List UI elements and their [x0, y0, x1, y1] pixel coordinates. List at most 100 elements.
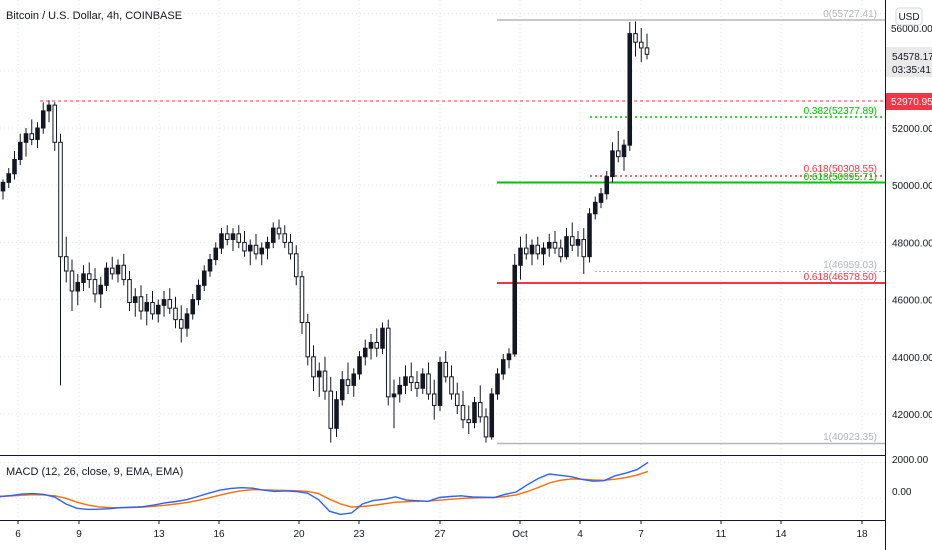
- candle: [6, 168, 12, 189]
- candle: [92, 268, 98, 303]
- candle: [397, 376, 403, 403]
- candle: [305, 313, 311, 366]
- chart-title: Bitcoin / U.S. Dollar, 4h, COINBASE: [6, 10, 182, 22]
- fib-label-618-upper: 0.618(50308.55): [804, 164, 877, 175]
- candle: [311, 345, 316, 392]
- price-axis[interactable]: 42000.00 44000.00 46000.00 48000.00 50000.00…: [892, 124, 932, 421]
- candle: [391, 379, 397, 429]
- current-price-badge: [886, 47, 932, 77]
- macd-axis-tick-zero: 0.00: [892, 487, 912, 498]
- candle: [155, 299, 161, 323]
- candle: [293, 245, 299, 286]
- candle: [339, 371, 345, 406]
- candle: [569, 222, 575, 251]
- candle: [253, 233, 259, 260]
- candle: [587, 208, 592, 263]
- candle: [598, 188, 604, 209]
- candle: [449, 365, 454, 400]
- candle: [564, 228, 569, 260]
- candle: [644, 33, 650, 60]
- candle: [12, 150, 17, 180]
- candle: [351, 368, 357, 397]
- candle: [420, 368, 426, 394]
- candle: [270, 222, 276, 249]
- price-tick: 50000.00: [892, 181, 932, 192]
- candle: [178, 305, 184, 343]
- fib-label-618-lower: 0.618(46578.50): [804, 272, 877, 283]
- candle: [638, 27, 644, 63]
- price-marker-badge: [886, 93, 932, 110]
- currency-button[interactable]: [895, 7, 923, 26]
- candle: [592, 196, 598, 220]
- candle: [40, 102, 46, 134]
- candle: [58, 133, 63, 386]
- candle: [403, 365, 408, 394]
- candle: [546, 233, 552, 257]
- candle: [63, 236, 69, 283]
- candle: [541, 242, 546, 266]
- candle: [282, 225, 288, 249]
- time-axis[interactable]: 6 9 13 16 20 23 27 Oct 4 7 11 14 18: [15, 520, 868, 540]
- fib-drawings[interactable]: 0(55727.41) 0.382(52377.89) 0.618(50308.…: [40, 9, 885, 445]
- candle: [581, 228, 587, 274]
- candle: [35, 122, 40, 149]
- candle: [518, 236, 523, 280]
- candle: [81, 265, 86, 292]
- macd-axis-tick-top: 2000.00: [892, 455, 929, 466]
- time-tick: 11: [716, 529, 727, 540]
- candle: [535, 236, 541, 260]
- candle: [121, 253, 127, 286]
- candle: [201, 265, 207, 292]
- candle: [506, 348, 512, 369]
- candle: [138, 285, 144, 320]
- price-tick: 48000.00: [892, 238, 932, 249]
- candle: [86, 262, 92, 289]
- candle: [615, 130, 621, 163]
- candle: [443, 351, 449, 383]
- currency-button-label: USD: [898, 12, 919, 23]
- candle: [242, 230, 247, 257]
- candle: [23, 128, 29, 157]
- candle: [575, 230, 581, 257]
- candle: [167, 288, 173, 314]
- candle: [224, 225, 230, 246]
- candle: [144, 293, 150, 326]
- time-tick: 27: [434, 529, 446, 540]
- price-tick: 52000.00: [892, 124, 932, 135]
- candle: [115, 259, 121, 283]
- candlestick-series: [0, 21, 650, 443]
- candle: [454, 382, 460, 414]
- time-tick: 4: [577, 529, 583, 540]
- candle: [17, 133, 23, 166]
- candle: [104, 262, 109, 292]
- candle: [219, 228, 224, 254]
- candle: [472, 396, 477, 429]
- fib-label-382: 0.382(52377.89): [804, 106, 877, 117]
- candle: [627, 22, 633, 151]
- candle: [489, 388, 495, 440]
- candle: [495, 368, 500, 400]
- fib-label-mid: 1(46959.03): [823, 260, 877, 271]
- candle: [236, 225, 242, 249]
- time-tick: Oct: [512, 529, 528, 540]
- candle: [46, 100, 52, 123]
- candle: [316, 362, 322, 397]
- candle: [29, 119, 35, 146]
- candle: [437, 356, 443, 412]
- candle: [466, 405, 472, 435]
- candle: [207, 253, 213, 277]
- candle: [558, 239, 564, 263]
- candle: [299, 271, 305, 334]
- candle: [362, 339, 368, 366]
- price-tick: 44000.00: [892, 353, 932, 364]
- price-tick: 42000.00: [892, 410, 932, 421]
- candle: [460, 391, 466, 429]
- time-tick: 14: [775, 529, 787, 540]
- candle: [529, 239, 535, 266]
- candle: [334, 391, 339, 437]
- candle: [265, 236, 270, 260]
- candle: [357, 351, 362, 380]
- candle: [322, 356, 328, 400]
